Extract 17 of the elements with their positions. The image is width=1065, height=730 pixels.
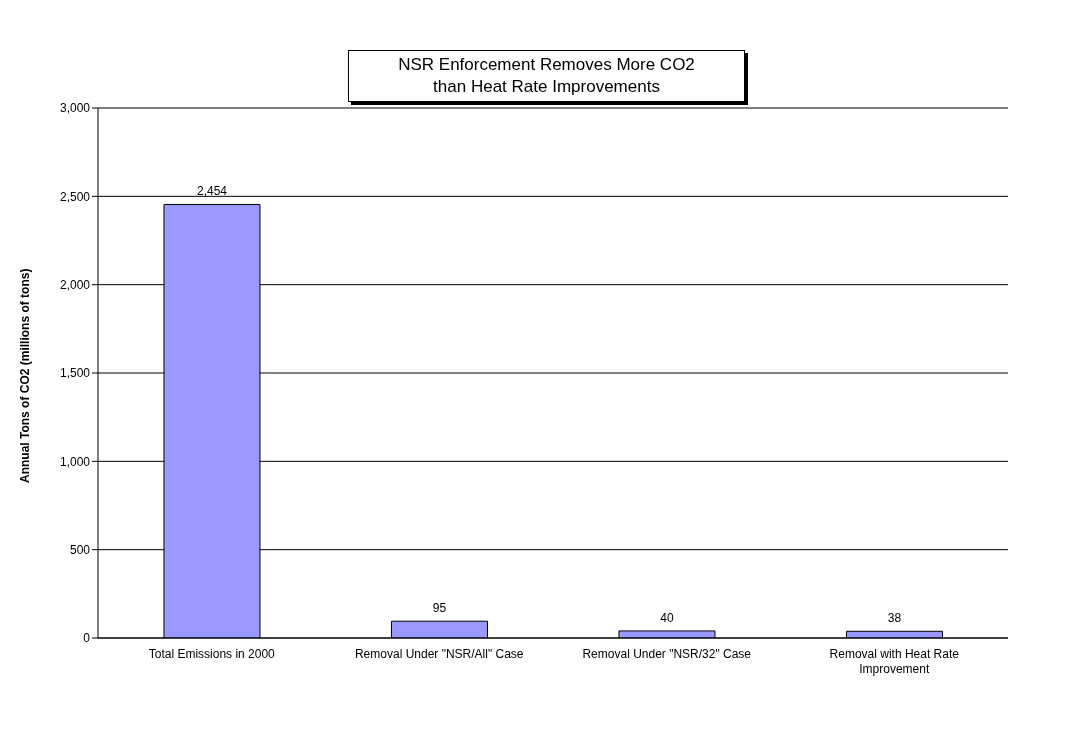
y-axis-title: Annual Tons of CO2 (millions of tons) (18, 268, 33, 483)
data-label: 38 (887, 611, 902, 626)
y-tick-label: 1,500 (59, 366, 91, 381)
data-label: 2,454 (196, 184, 228, 199)
x-tick-label: Removal with Heat Rate Improvement (829, 647, 960, 676)
y-tick-label: 2,000 (59, 277, 91, 292)
x-tick-label: Removal Under "NSR/All" Case (354, 647, 524, 661)
data-label: 95 (432, 601, 447, 616)
data-label: 40 (660, 610, 674, 625)
y-tick-label: 0 (83, 631, 91, 646)
y-tick-label: 500 (69, 542, 91, 557)
chart-title: NSR Enforcement Removes More CO2 than Heat Rate Improvements (397, 54, 696, 98)
y-tick-label: 2,500 (59, 189, 91, 204)
y-tick-label: 3,000 (59, 101, 91, 116)
x-tick-label: Total Emissions in 2000 (148, 647, 276, 661)
y-tick-label: 1,000 (59, 454, 91, 469)
x-tick-label: Removal Under "NSR/32" Case (582, 647, 752, 661)
